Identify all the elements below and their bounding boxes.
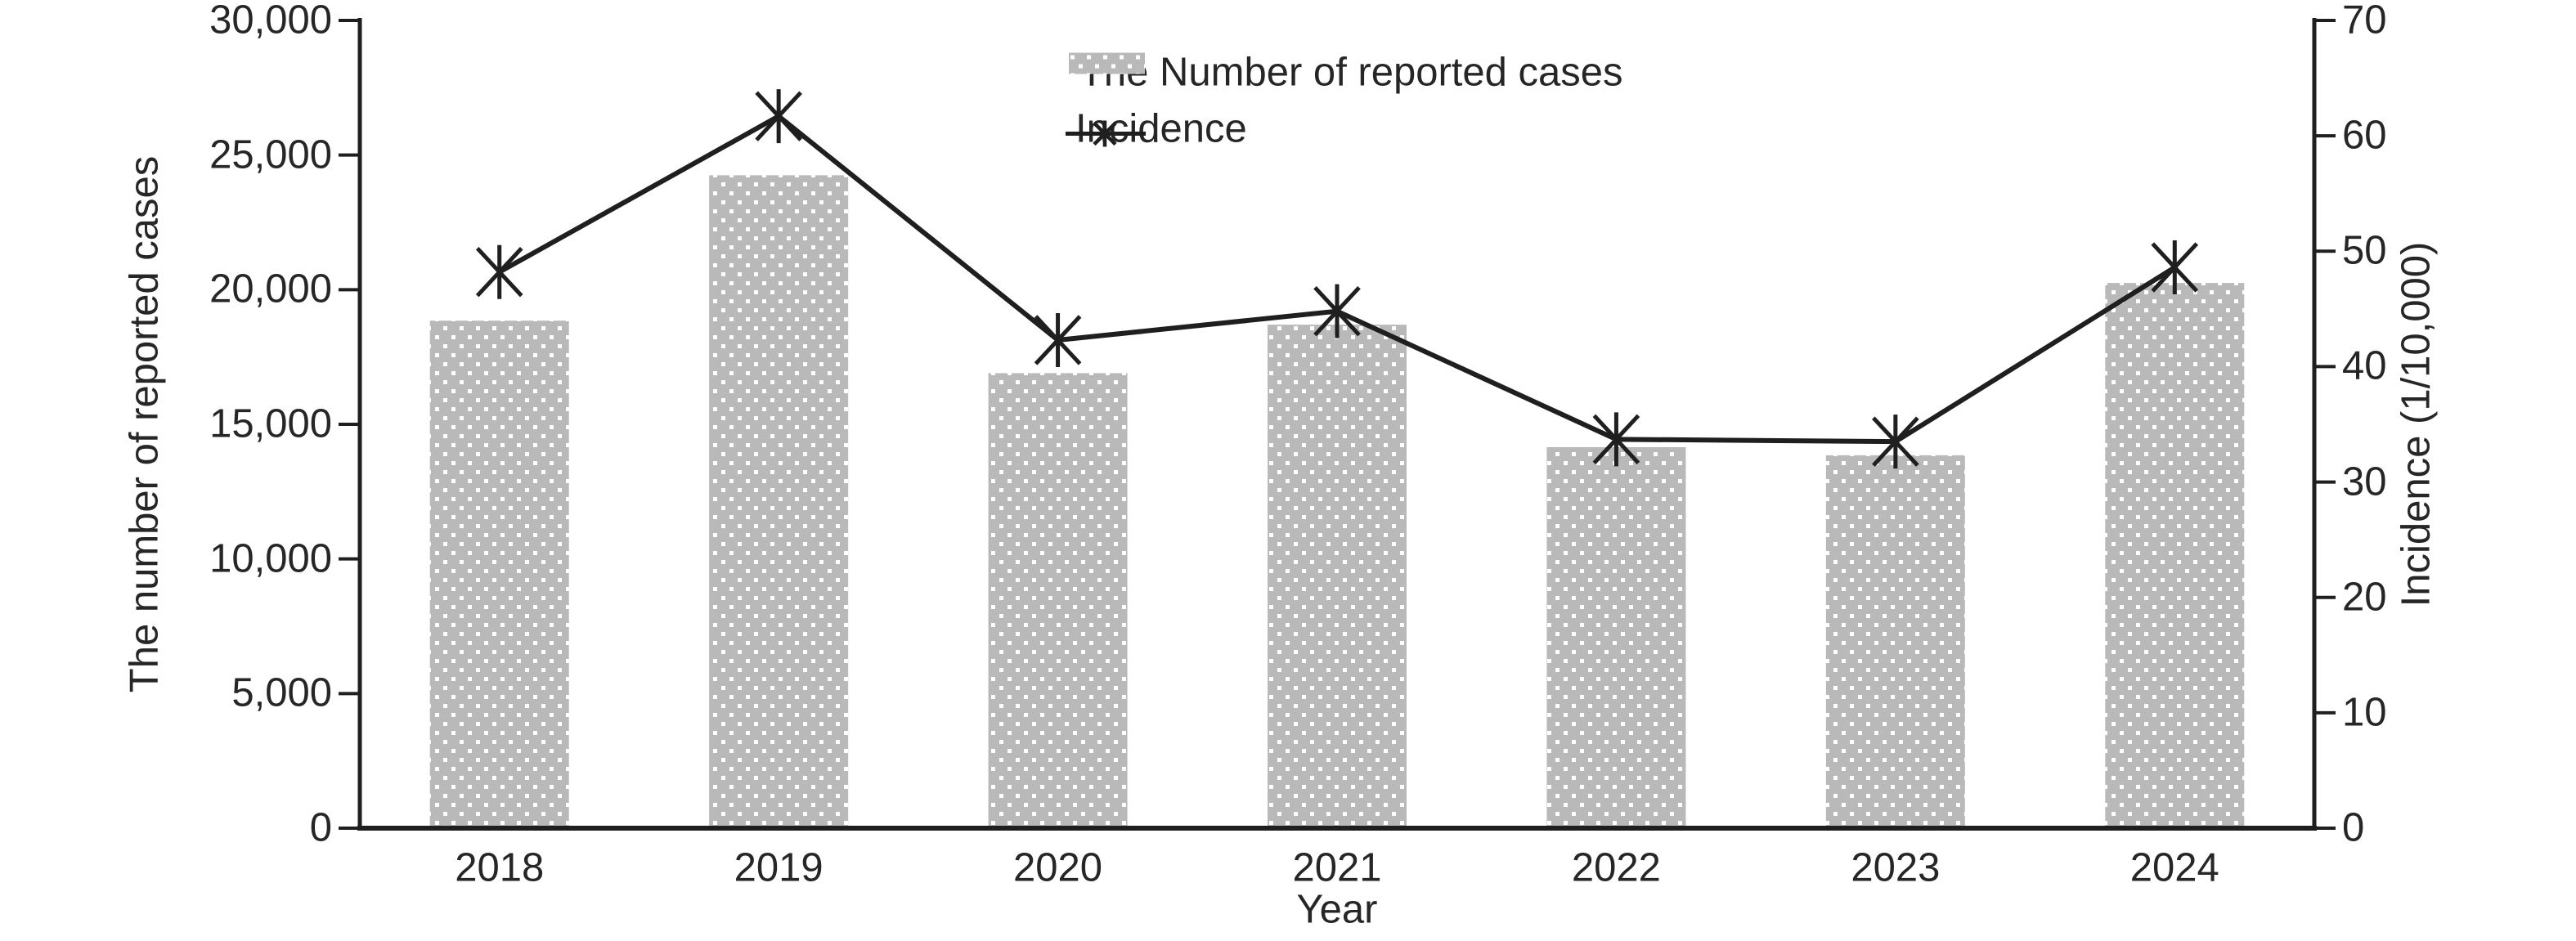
incidence-marker-2023	[1872, 414, 1919, 469]
x-axis-tick-label-2023: 2023	[1851, 845, 1941, 890]
right-axis-tick-label: 20	[2342, 575, 2387, 620]
incidence-marker-2022	[1592, 412, 1640, 467]
left-axis-tick-labels: 0 5,000 10,000 15,000 20,000 25,000 30,000	[0, 0, 332, 941]
x-axis-title: Year	[1296, 887, 1378, 932]
right-axis-tick-label: 50	[2342, 228, 2387, 273]
right-axis-tick-label: 10	[2342, 690, 2387, 735]
right-axis-title: Incidence (1/10,000)	[2394, 241, 2439, 607]
left-axis-tick-label: 0	[309, 805, 332, 850]
right-axis-tick-label: 30	[2342, 459, 2387, 504]
x-axis-tick-label-2024: 2024	[2129, 845, 2219, 890]
right-axis-tick-label: 40	[2342, 343, 2387, 388]
bar-2024	[2105, 283, 2245, 829]
left-axis-tick-label: 30,000	[209, 0, 332, 43]
x-axis-tick-label-2022: 2022	[1571, 845, 1661, 890]
left-axis-tick-label: 20,000	[209, 267, 332, 311]
bar-2023	[1825, 455, 1965, 828]
bar-2019	[709, 175, 849, 828]
legend-item-incidence: Incidence	[1066, 109, 1247, 150]
x-axis-tick-label-2021: 2021	[1292, 845, 1382, 890]
bar-swatch-icon	[1069, 52, 1145, 74]
bar-2021	[1268, 325, 1407, 828]
legend-label-cases: The Number of reported cases	[1079, 50, 1623, 95]
bar-2022	[1546, 446, 1686, 828]
right-axis-tick-label: 70	[2342, 0, 2387, 43]
right-axis-tick-labels: 0 10 20 30 40 50 60 70	[2342, 0, 2571, 941]
incidence-marker-2019	[755, 89, 802, 144]
incidence-marker-2021	[1313, 284, 1361, 338]
left-axis-tick-label: 5,000	[231, 670, 332, 715]
left-axis-title: The number of reported cases	[122, 155, 167, 693]
incidence-marker-2024	[2151, 240, 2199, 295]
left-axis-tick-label: 10,000	[209, 536, 332, 581]
legend-item-cases: The Number of reported cases	[1069, 50, 1623, 95]
left-axis-tick-label: 15,000	[209, 401, 332, 446]
x-axis-tick-label-2019: 2019	[734, 845, 824, 890]
line-asterisk-icon	[1066, 120, 1146, 147]
right-axis-tick-label: 60	[2342, 113, 2387, 158]
right-axis-tick-label: 0	[2342, 805, 2365, 850]
bar-2018	[429, 320, 569, 828]
incidence-marker-2018	[475, 244, 523, 299]
x-axis-tick-label-2020: 2020	[1013, 845, 1103, 890]
incidence-marker-2020	[1034, 312, 1082, 367]
x-axis-tick-label-2018: 2018	[455, 845, 545, 890]
bar-2020	[988, 373, 1128, 829]
left-axis-tick-label: 25,000	[209, 132, 332, 177]
